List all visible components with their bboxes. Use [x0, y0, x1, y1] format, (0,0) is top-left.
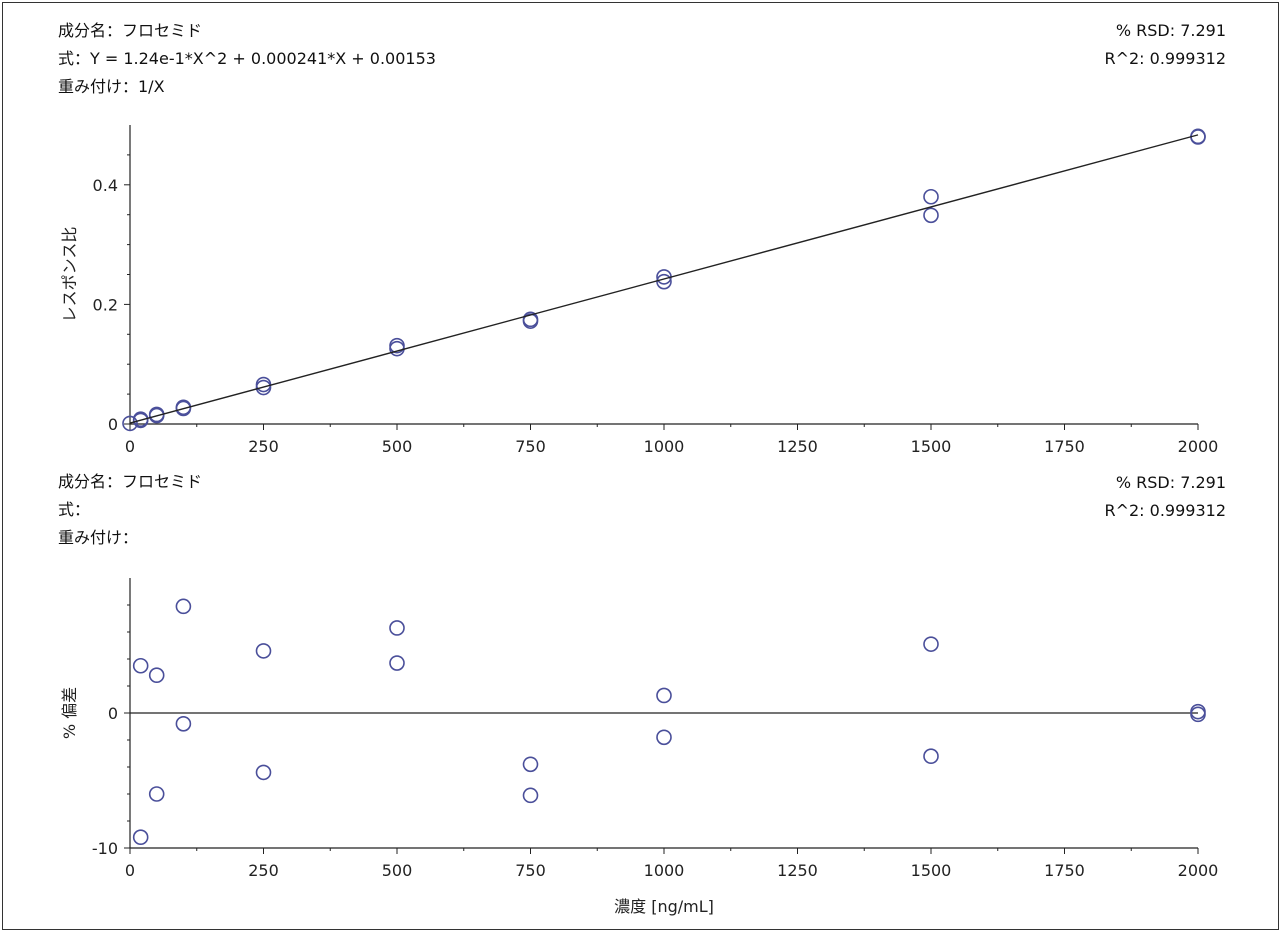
- data-point: [132, 411, 149, 428]
- bottom-rsd: % RSD: 7.291: [1115, 473, 1226, 492]
- x-tick-label: 250: [248, 861, 279, 880]
- x-tick-label: 750: [515, 861, 546, 880]
- data-point: [148, 667, 165, 684]
- top-compound-name: 成分名：フロセミド: [58, 21, 203, 40]
- data-point: [923, 636, 939, 652]
- calibration-plot: 0 250 500 750 1000 1250 1500 1750 2000 0 0.2 0.4 レスポ…: [60, 125, 1218, 456]
- x-tick-label: 1750: [1044, 437, 1085, 456]
- data-point: [923, 188, 939, 205]
- y-tick-label: 0: [108, 415, 118, 434]
- bottom-r-squared: R^2: 0.999312: [1104, 501, 1226, 520]
- data-point: [175, 715, 192, 732]
- y-tick-label: 0.2: [93, 295, 118, 314]
- bottom-equation: 式：: [58, 500, 91, 519]
- data-point: [255, 643, 272, 659]
- top-r-squared: R^2: 0.999312: [1104, 49, 1226, 68]
- data-point: [389, 620, 405, 636]
- data-point: [255, 764, 272, 781]
- y-tick-label: -10: [92, 839, 118, 858]
- data-point: [389, 340, 405, 357]
- data-point: [175, 598, 192, 615]
- data-point: [522, 311, 539, 328]
- x-tick-label: 1500: [911, 437, 952, 456]
- data-point: [132, 829, 149, 846]
- x-tick-label: 750: [515, 437, 546, 456]
- data-point: [923, 207, 939, 224]
- data-point: [923, 748, 939, 765]
- data-point: [148, 786, 165, 802]
- top-rsd: % RSD: 7.291: [1115, 21, 1226, 40]
- data-point: [656, 729, 672, 746]
- x-tick-label: 1500: [911, 861, 952, 880]
- x-axis-label: 濃度 [ng/mL]: [614, 897, 714, 916]
- data-point: [132, 657, 149, 674]
- x-tick-label: 0: [125, 437, 135, 456]
- y-axis-label: % 偏差: [60, 687, 79, 739]
- y-tick-label: 0: [108, 704, 118, 723]
- data-point: [255, 376, 272, 393]
- data-point: [1190, 706, 1206, 723]
- data-point: [389, 655, 405, 671]
- x-tick-label: 500: [382, 437, 413, 456]
- data-point: [522, 787, 539, 804]
- data-point: [522, 756, 539, 773]
- x-tick-label: 0: [125, 861, 135, 880]
- x-tick-label: 500: [382, 861, 413, 880]
- data-point: [122, 415, 138, 432]
- x-tick-label: 1250: [777, 861, 818, 880]
- data-point: [656, 273, 672, 290]
- y-tick-label: 0.4: [93, 176, 118, 195]
- x-tick-label: 2000: [1178, 437, 1219, 456]
- regression-line: [129, 134, 1199, 424]
- x-tick-label: 1000: [644, 437, 685, 456]
- top-weighting: 重み付け：1/X: [58, 77, 165, 96]
- y-axis-label: レスポンス比: [60, 227, 79, 323]
- x-tick-label: 1250: [777, 437, 818, 456]
- x-tick-label: 250: [248, 437, 279, 456]
- data-point: [389, 337, 405, 354]
- x-tick-label: 1000: [644, 861, 685, 880]
- bottom-compound-name: 成分名：フロセミド: [58, 472, 203, 491]
- data-point: [656, 687, 672, 704]
- top-equation: 式：Y = 1.24e-1*X^2 + 0.000241*X + 0.00153: [58, 49, 436, 68]
- bottom-weighting: 重み付け：: [58, 528, 139, 547]
- residual-plot: 0 250 500 750 1000 1250 1500 1750 2000 -10 0 % 偏差濃度…: [60, 578, 1218, 916]
- x-tick-label: 1750: [1044, 861, 1085, 880]
- x-tick-label: 2000: [1178, 861, 1219, 880]
